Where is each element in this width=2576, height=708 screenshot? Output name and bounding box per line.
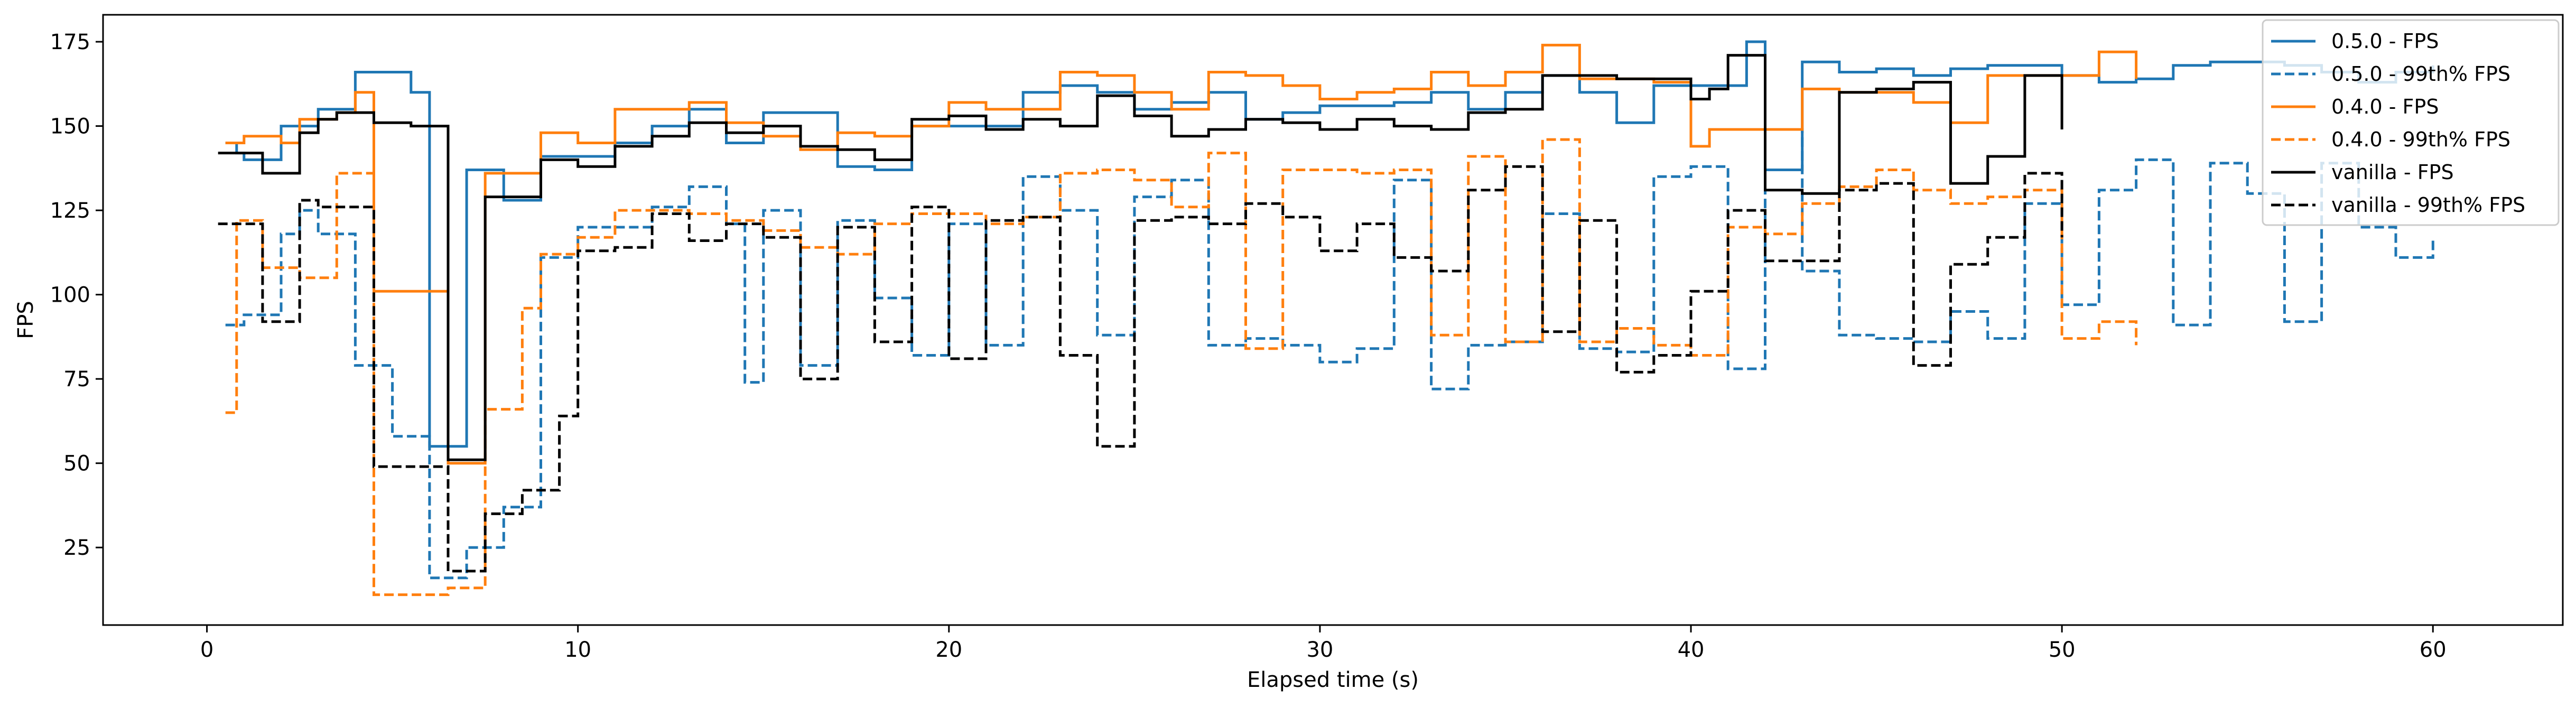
plot-frame [102,14,2564,626]
y-tick-label: 75 [63,367,90,392]
series-line-4 [218,54,2063,461]
legend-label: vanilla - 99th% FPS [2331,193,2525,217]
legend-label: 0.5.0 - FPS [2331,30,2439,53]
legend-label: 0.4.0 - FPS [2331,95,2439,118]
x-axis-label: Elapsed time (s) [1247,668,1419,692]
x-tick-label: 60 [2420,638,2447,662]
series-line-0 [225,40,2434,448]
x-tick-label: 10 [564,638,591,662]
y-tick-label: 50 [63,452,90,476]
legend: 0.5.0 - FPS 0.5.0 - 99th% FPS 0.4.0 - FPS 0… [2262,19,2560,226]
legend-label: vanilla - FPS [2331,161,2454,184]
y-tick-label: 150 [50,115,90,139]
series-line-3 [225,138,2138,597]
x-tick-label: 50 [2049,638,2076,662]
series-line-1 [225,128,2434,580]
y-tick-label: 125 [50,199,90,223]
y-axis-ticks: 25 50 75 100 125 150 175 [50,30,103,560]
y-axis-label: FPS [14,301,38,339]
x-axis-ticks: 0 10 20 30 40 50 60 [200,625,2447,662]
legend-box [2262,19,2560,226]
y-tick-label: 175 [50,30,90,54]
y-tick-label: 100 [50,283,90,308]
legend-label: 0.4.0 - 99th% FPS [2331,128,2510,151]
x-tick-label: 30 [1306,638,1333,662]
legend-label: 0.5.0 - 99th% FPS [2331,62,2510,86]
series-line-5 [218,165,2063,573]
y-tick-label: 25 [63,536,90,560]
series-layer [218,40,2434,597]
x-tick-label: 40 [1678,638,1705,662]
x-tick-label: 20 [935,638,962,662]
series-line-2 [225,43,2138,465]
x-tick-label: 0 [200,638,213,662]
